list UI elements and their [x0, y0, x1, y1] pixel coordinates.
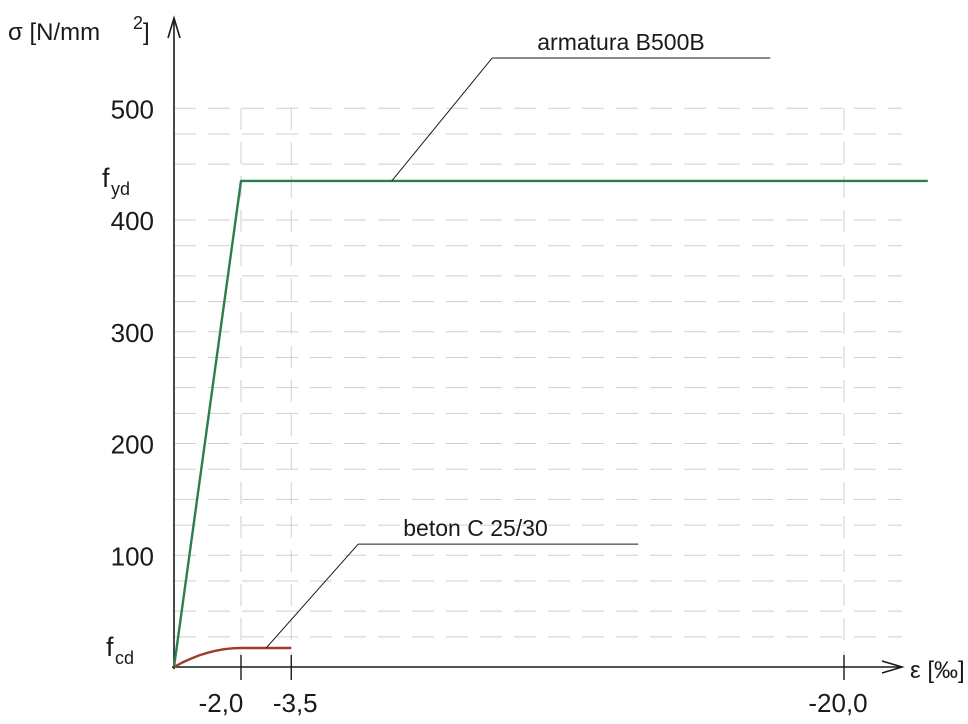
special-y-label-sub-cd: cd [115, 648, 134, 668]
axes [167, 15, 905, 680]
y-axis-title: σ [N/mm [8, 19, 100, 46]
special-y-label-sub-yd: yd [111, 179, 130, 199]
x-axis-title: ε [‰] [910, 657, 965, 684]
series [172, 179, 928, 669]
series-line-concrete [173, 646, 292, 669]
y-tick-label: 100 [111, 541, 154, 571]
y-tick-label: 300 [111, 318, 154, 348]
special-y-label-cd: f [106, 632, 114, 662]
series-label-concrete: beton C 25/30 [403, 515, 548, 541]
annotation-leader [265, 543, 359, 649]
y-tick-label: 200 [111, 430, 154, 460]
x-axis-arrow [881, 660, 905, 674]
series-line-steel [172, 179, 928, 668]
y-tick-label: 500 [111, 94, 154, 124]
annotation-leader [391, 57, 493, 182]
x-tick-label: -2,0 [199, 688, 244, 718]
y-tick-label: 400 [111, 206, 154, 236]
y-axis-arrow [167, 15, 181, 39]
y-axis-title-suffix: ] [143, 19, 150, 46]
special-y-label-yd: f [102, 163, 110, 193]
x-tick-label: -20,0 [808, 688, 867, 718]
grid [174, 107, 902, 667]
series-label-steel: armatura B500B [537, 29, 704, 55]
y-axis-title-sup: 2 [133, 13, 143, 33]
x-tick-label: -3,5 [273, 688, 318, 718]
